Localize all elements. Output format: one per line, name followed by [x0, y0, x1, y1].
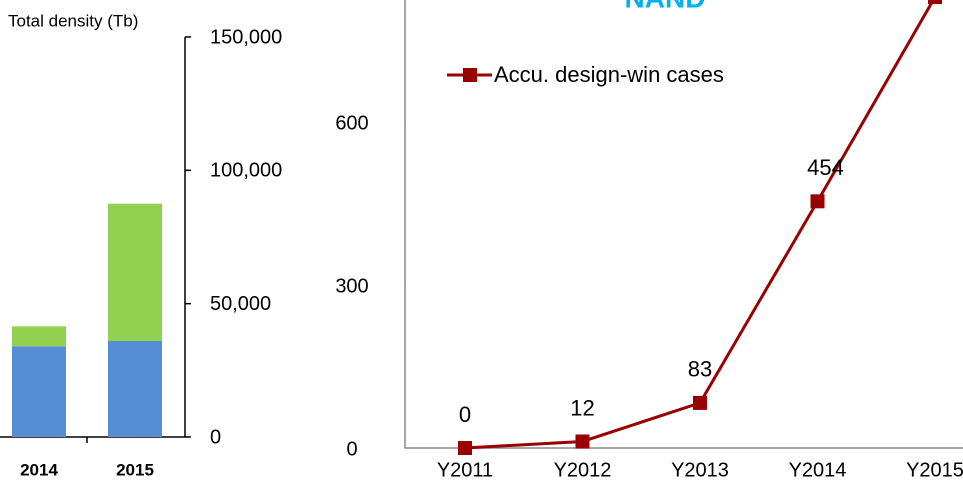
y-tick-label: 100,000	[210, 160, 282, 182]
y-tick-label: 300	[335, 275, 368, 297]
data-label: 0	[459, 402, 471, 427]
x-tick-label: 2015	[116, 460, 154, 479]
legend-marker	[463, 68, 477, 82]
marker	[693, 395, 707, 410]
x-tick-label: Y2013	[671, 459, 729, 481]
x-tick-label: Y2011	[437, 459, 493, 481]
bar-segment	[12, 346, 66, 437]
marker	[458, 441, 472, 455]
x-tick-label: 2014	[20, 460, 58, 479]
y-tick-label: 600	[335, 112, 368, 134]
data-label: 83	[688, 357, 712, 382]
marker	[810, 194, 825, 209]
bar-segment	[108, 341, 162, 437]
y-tick-label: 150,000	[210, 26, 282, 48]
bar-segment	[108, 203, 162, 341]
data-label: 454	[807, 155, 844, 180]
marker	[928, 0, 942, 5]
axis-label: Total density (Tb)	[8, 11, 138, 30]
marker	[575, 434, 590, 449]
bar-segment	[12, 326, 66, 347]
y-tick-label: 0	[346, 438, 357, 460]
data-label: 12	[570, 395, 594, 420]
x-tick-label: Y2015	[906, 459, 963, 481]
y-tick-label: 0	[210, 426, 221, 448]
x-tick-label: Y2012	[554, 459, 612, 481]
legend-label: Accu. design-win cases	[494, 62, 724, 87]
chart-title: NAND	[625, 0, 706, 13]
x-tick-label: Y2014	[789, 459, 847, 481]
y-tick-label: 50,000	[210, 293, 271, 315]
